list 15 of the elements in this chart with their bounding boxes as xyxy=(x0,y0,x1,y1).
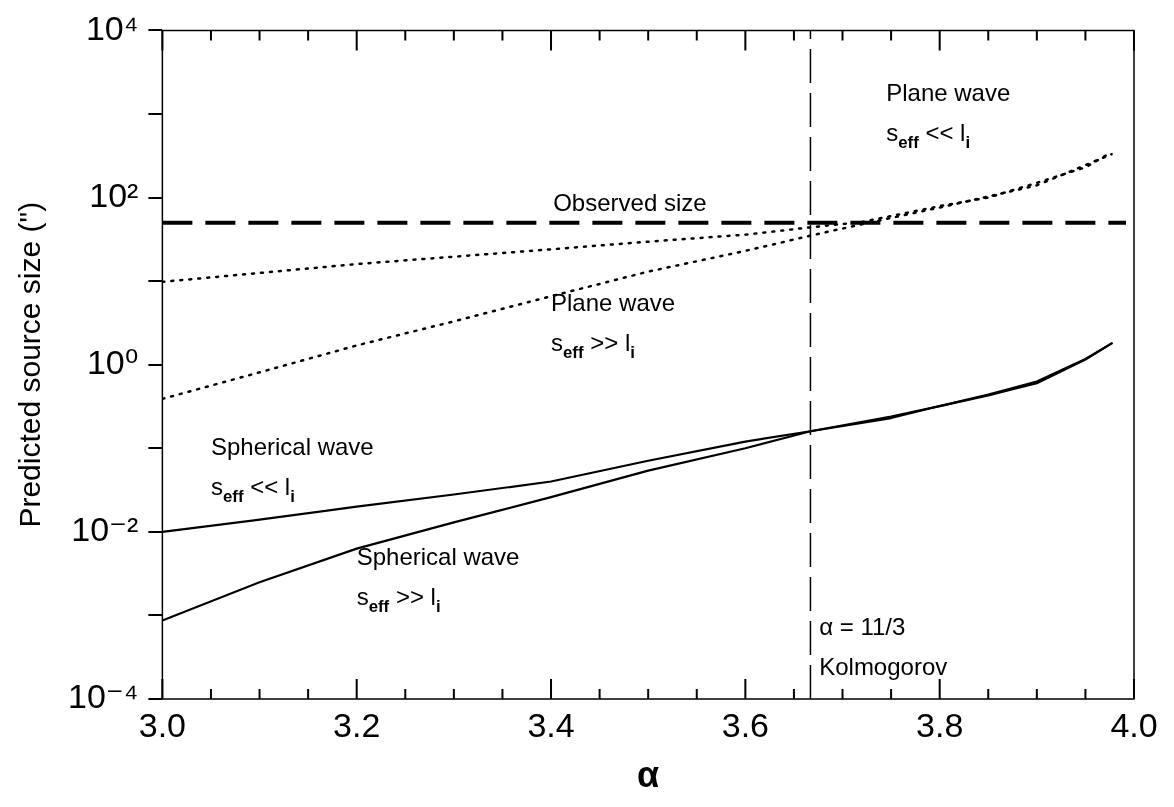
x-tick-label: 3.4 xyxy=(527,705,575,744)
y-tick-label: 10² xyxy=(89,175,139,214)
x-tick-label: 3.8 xyxy=(916,705,964,744)
y-tick-label: 10⁰ xyxy=(86,343,139,382)
y-tick-label: 10⁴ xyxy=(85,8,139,47)
annotation: α = 11/3 Kolmogorov xyxy=(819,613,948,681)
y-tick-label: 10⁻⁴ xyxy=(68,677,139,716)
y-tick-label: 10⁻² xyxy=(71,510,139,549)
y-axis-title: Predicted source size (") xyxy=(13,201,47,528)
x-axis-title: α xyxy=(637,754,660,796)
x-tick-label: 3.0 xyxy=(138,705,187,744)
ref-line-label: Observed size xyxy=(553,188,707,216)
x-tick-label: 3.6 xyxy=(721,705,769,744)
x-tick-label: 4.0 xyxy=(1110,705,1158,744)
x-tick-label: 3.2 xyxy=(333,705,381,744)
